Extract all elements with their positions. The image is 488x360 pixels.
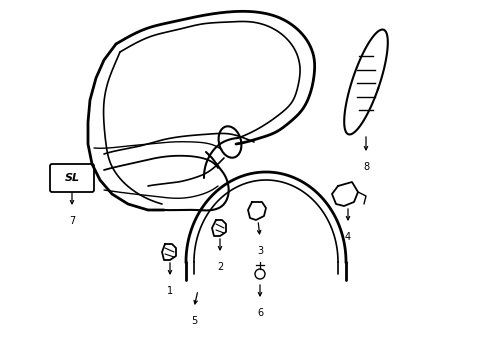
FancyBboxPatch shape (50, 164, 94, 192)
Text: 8: 8 (362, 162, 368, 172)
Text: 3: 3 (256, 246, 263, 256)
Text: SL: SL (64, 173, 80, 183)
Text: 2: 2 (217, 262, 223, 272)
Text: 1: 1 (166, 286, 173, 296)
Text: 4: 4 (344, 232, 350, 242)
Text: 7: 7 (69, 216, 75, 226)
Text: 6: 6 (256, 308, 263, 318)
Text: 5: 5 (190, 316, 197, 326)
